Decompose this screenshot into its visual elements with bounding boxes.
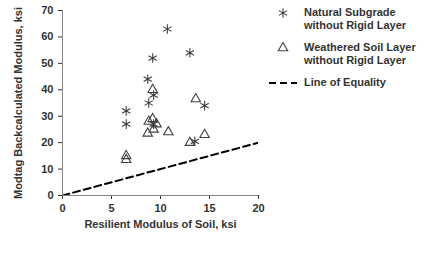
svg-text:Modtag Backcalculated Modulus,: Modtag Backcalculated Modulus, ksi (12, 7, 24, 199)
html-text:Weathered Soil Layer without R: Weathered Soil Layer without Rigid Layer (304, 41, 416, 66)
svg-text:10: 10 (154, 202, 166, 214)
svg-text:10: 10 (41, 163, 53, 175)
svg-text:Resilient Modulus of Soil, ksi: Resilient Modulus of Soil, ksi (84, 218, 236, 230)
svg-text:15: 15 (203, 202, 215, 214)
svg-text:20: 20 (252, 202, 264, 214)
svg-text:5: 5 (108, 202, 114, 214)
svg-text:0: 0 (47, 189, 53, 201)
svg-text:70: 70 (41, 4, 53, 16)
svg-text:20: 20 (41, 136, 53, 148)
html-text:Natural Subgrade without Rigid: Natural Subgrade without Rigid Layer (304, 6, 407, 31)
html-text:Line of Equality: Line of Equality (304, 76, 386, 88)
svg-text:30: 30 (41, 110, 53, 122)
svg-text:0: 0 (59, 202, 65, 214)
svg-text:50: 50 (41, 57, 53, 69)
svg-text:60: 60 (41, 30, 53, 42)
svg-text:40: 40 (41, 83, 53, 95)
